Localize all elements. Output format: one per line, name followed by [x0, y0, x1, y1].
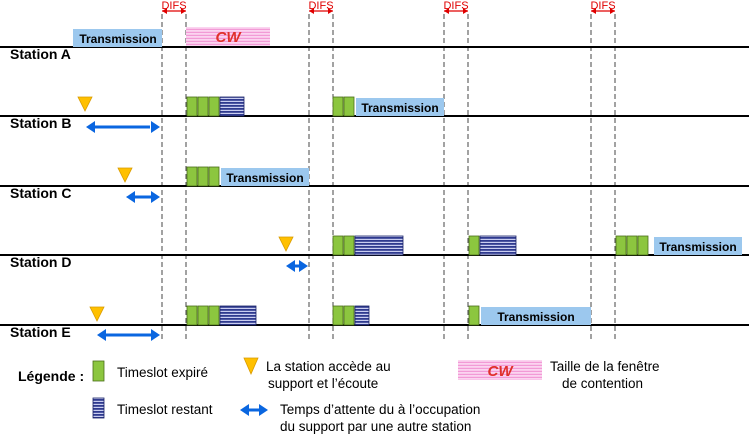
- legend-expired-swatch: [92, 360, 105, 382]
- timeslot-expired: [468, 235, 480, 256]
- timeslot-expired: [208, 305, 220, 326]
- wait-arrow-icon: [97, 329, 160, 341]
- station-b-row: Transmission: [77, 96, 444, 133]
- station-c-label: Station C: [10, 185, 71, 201]
- legend-remaining-label: Timeslot restant: [117, 402, 213, 417]
- difs-label: DIFS: [161, 0, 186, 12]
- timeslot-expired: [637, 235, 649, 256]
- transmission-label: Transmission: [497, 310, 574, 324]
- timeslot-expired: [186, 96, 198, 117]
- timeslot-group: [186, 96, 245, 117]
- station-a-row: Transmission CW: [73, 27, 270, 47]
- access-arrow-icon: [77, 96, 93, 112]
- station-b-label: Station B: [10, 115, 71, 131]
- legend-cw-desc-line1: Taille de la fenêtre: [550, 359, 660, 374]
- difs-marker: DIFS: [590, 0, 616, 14]
- timeslot-expired: [332, 305, 344, 326]
- difs-label: DIFS: [308, 0, 333, 12]
- timeslot-remaining: [354, 235, 404, 256]
- cw-window: [186, 27, 270, 46]
- legend-cw-swatch: [458, 360, 542, 380]
- station-e-row: Transmission: [89, 305, 591, 341]
- difs-label: DIFS: [443, 0, 468, 12]
- legend-access-arrow-icon: [243, 357, 259, 375]
- timeslot-expired: [332, 96, 344, 117]
- timeslot-expired: [197, 166, 209, 187]
- station-e-label: Station E: [10, 324, 71, 340]
- legend-remaining-swatch: [92, 397, 105, 419]
- timeslot-expired: [186, 305, 198, 326]
- legend-access-line2: support et l’écoute: [268, 376, 378, 391]
- timeslot-expired: [197, 305, 209, 326]
- legend-wait-line2: du support par une autre station: [280, 419, 471, 434]
- wait-arrow-icon: [126, 191, 160, 203]
- timeslot-expired: [197, 96, 209, 117]
- difs-marker: DIFS: [443, 0, 469, 14]
- timeslot-expired: [343, 96, 355, 117]
- timeslot-remaining: [354, 305, 370, 326]
- difs-label: DIFS: [590, 0, 615, 12]
- wait-arrow-icon: [86, 121, 160, 133]
- transmission-block: [654, 237, 742, 255]
- difs-marker: DIFS: [308, 0, 334, 14]
- timeslot-remaining: [219, 305, 257, 326]
- timeslot-expired: [208, 166, 220, 187]
- timeslot-expired: [343, 305, 355, 326]
- timeslot-expired: [626, 235, 638, 256]
- transmission-block: [356, 98, 444, 116]
- legend-cw-desc-line2: de contention: [562, 376, 643, 391]
- legend-cw-label: CW: [488, 363, 515, 380]
- transmission-block: [481, 307, 591, 325]
- access-arrow-icon: [278, 236, 294, 252]
- transmission-block: [73, 29, 162, 47]
- timeslot-expired: [343, 235, 355, 256]
- wait-arrow-icon: [286, 260, 308, 272]
- timeslot-expired: [332, 235, 344, 256]
- access-arrow-icon: [117, 167, 133, 183]
- access-arrow-icon: [89, 306, 105, 322]
- legend-expired-label: Timeslot expiré: [117, 365, 208, 380]
- transmission-label: Transmission: [659, 240, 736, 254]
- transmission-block: [221, 168, 309, 186]
- timeslot-remaining: [479, 235, 517, 256]
- station-d-label: Station D: [10, 254, 71, 270]
- difs-marker: DIFS: [161, 0, 187, 14]
- timeslot-expired: [468, 305, 480, 326]
- transmission-label: Transmission: [361, 101, 438, 115]
- difs-markers: DIFS DIFS DIFS DIFS: [161, 0, 616, 14]
- station-a-label: Station A: [10, 46, 71, 62]
- legend-wait-line1: Temps d’attente du à l’occupation: [280, 402, 480, 417]
- transmission-label: Transmission: [226, 171, 303, 185]
- timeslot-expired: [615, 235, 627, 256]
- cw-label: CW: [216, 29, 243, 46]
- legend-access-line1: La station accède au: [266, 359, 391, 374]
- legend-title: Légende :: [18, 368, 84, 384]
- legend: Légende : Timeslot expiré Timeslot resta…: [18, 357, 660, 434]
- transmission-label: Transmission: [79, 32, 156, 46]
- station-c-row: Transmission: [117, 166, 309, 203]
- timeslot-remaining: [219, 96, 245, 117]
- timelines: [0, 46, 749, 326]
- legend-wait-arrow-icon: [240, 404, 268, 416]
- station-d-row: Transmission: [278, 235, 742, 272]
- timeslot-expired: [186, 166, 198, 187]
- timeslot-expired: [208, 96, 220, 117]
